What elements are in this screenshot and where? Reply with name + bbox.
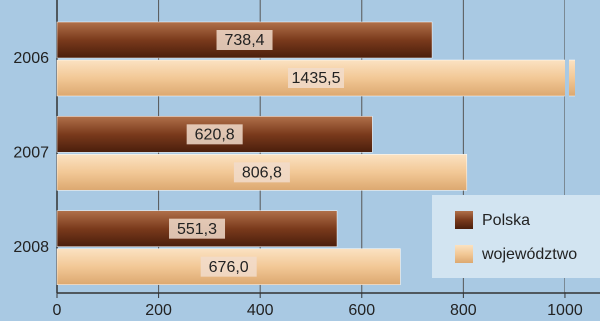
value-label-box [200,256,257,277]
x-tick-label: 0 [53,302,62,319]
value-label: 620,8 [195,127,235,144]
value-label: 676,0 [209,259,249,276]
legend-swatch [455,211,473,229]
value-label-box [288,68,344,88]
value-label-box [186,124,243,145]
x-tick-label: 400 [247,302,274,319]
value-label: 738,4 [225,32,265,49]
value-label-box [233,162,290,183]
y-tick-label: 2006 [13,50,49,67]
legend-label: Polska [482,212,530,229]
value-label: 551,3 [177,221,217,238]
legend-label: województwo [481,246,577,263]
legend-box [432,195,600,278]
legend-swatch [455,245,473,263]
value-label: 806,8 [242,165,282,182]
value-label: 1435,5 [292,70,341,87]
y-tick-label: 2008 [13,239,49,256]
x-tick-label: 800 [450,302,477,319]
x-tick-label: 600 [348,302,375,319]
y-tick-label: 2007 [13,145,49,162]
x-tick-label: 1000 [547,302,583,319]
legend: Polska województwo [432,195,600,278]
value-label-box [169,218,226,239]
axis-break [565,0,569,292]
value-label-box [216,30,273,50]
x-tick-label: 200 [145,302,172,319]
